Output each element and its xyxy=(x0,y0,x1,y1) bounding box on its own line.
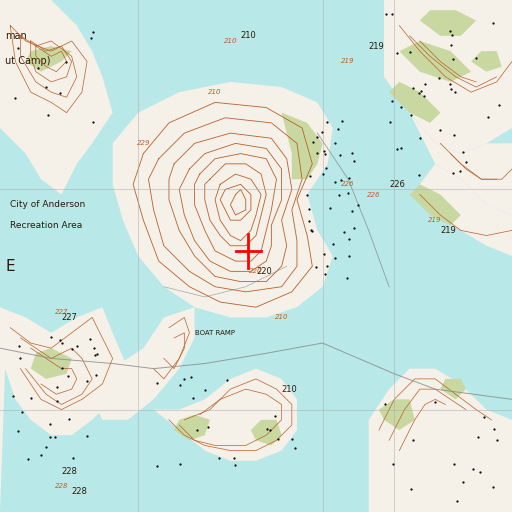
Text: 228: 228 xyxy=(72,487,88,496)
Text: 219: 219 xyxy=(440,226,456,235)
Polygon shape xyxy=(440,379,466,399)
Polygon shape xyxy=(420,10,476,36)
Polygon shape xyxy=(399,41,471,82)
Polygon shape xyxy=(471,51,502,72)
Text: man: man xyxy=(5,31,27,41)
Polygon shape xyxy=(92,307,195,420)
Text: 226: 226 xyxy=(342,181,355,187)
Polygon shape xyxy=(410,113,512,215)
Polygon shape xyxy=(174,415,210,440)
Text: 219: 219 xyxy=(429,217,442,223)
Polygon shape xyxy=(31,348,72,379)
Text: BOAT RAMP: BOAT RAMP xyxy=(195,330,234,336)
Text: 219: 219 xyxy=(369,41,385,51)
Polygon shape xyxy=(0,307,128,512)
Polygon shape xyxy=(389,82,440,123)
Polygon shape xyxy=(26,46,72,72)
Polygon shape xyxy=(410,184,461,225)
Text: 210: 210 xyxy=(241,31,257,40)
Polygon shape xyxy=(369,369,512,512)
Polygon shape xyxy=(251,420,282,445)
Text: 226: 226 xyxy=(389,180,405,189)
Text: 226: 226 xyxy=(367,191,380,198)
Polygon shape xyxy=(154,369,297,461)
Text: City of Anderson: City of Anderson xyxy=(10,200,86,209)
Polygon shape xyxy=(0,0,113,195)
Text: 219: 219 xyxy=(342,58,355,65)
Text: ut Camp): ut Camp) xyxy=(5,56,51,67)
Text: 210: 210 xyxy=(282,385,297,394)
Text: Recreation Area: Recreation Area xyxy=(10,221,82,230)
Polygon shape xyxy=(113,82,333,317)
Polygon shape xyxy=(384,0,512,154)
Text: 229: 229 xyxy=(137,140,150,146)
Text: 210: 210 xyxy=(224,38,237,44)
Text: E: E xyxy=(5,259,15,274)
Text: 210: 210 xyxy=(208,89,222,95)
Text: 227: 227 xyxy=(61,313,77,322)
Polygon shape xyxy=(379,399,415,430)
Polygon shape xyxy=(410,164,512,256)
Text: 228: 228 xyxy=(61,466,77,476)
Text: 227: 227 xyxy=(55,309,68,315)
Text: 220: 220 xyxy=(249,268,263,274)
Polygon shape xyxy=(282,113,323,179)
Text: 210: 210 xyxy=(275,314,288,321)
Text: 220: 220 xyxy=(256,267,272,276)
Text: 228: 228 xyxy=(55,483,68,489)
